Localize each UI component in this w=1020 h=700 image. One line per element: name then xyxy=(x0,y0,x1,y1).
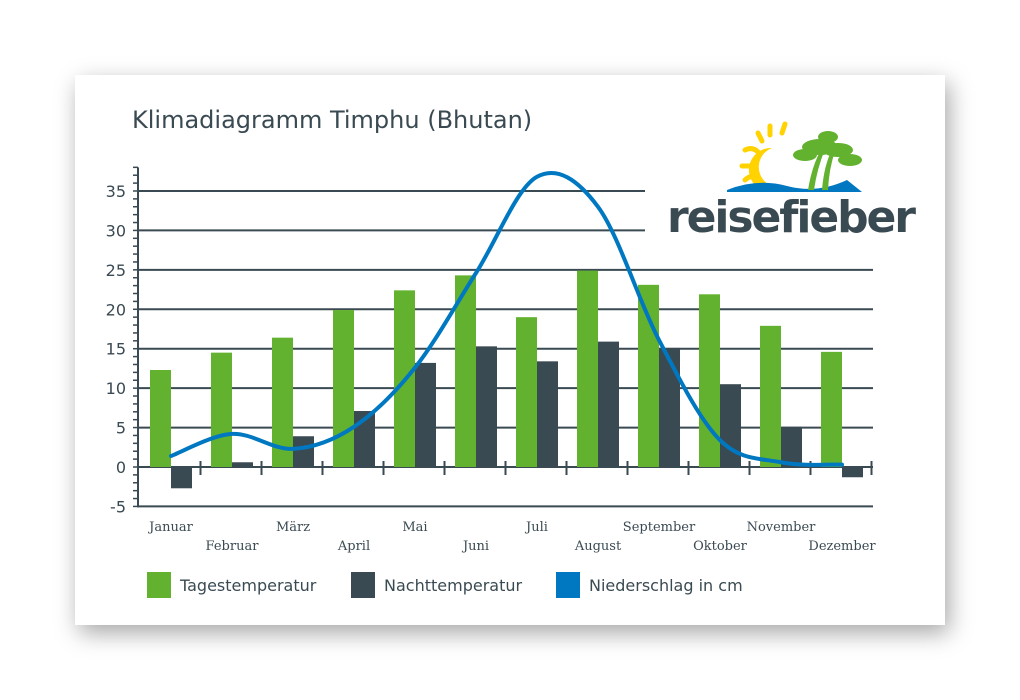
bar-tagestemperatur xyxy=(821,351,842,467)
bar-nachttemperatur xyxy=(659,347,680,467)
x-tick-label: Dezember xyxy=(808,539,876,554)
y-tick-label: 25 xyxy=(106,261,126,280)
legend-swatch xyxy=(351,572,375,598)
chart-card xyxy=(75,75,945,625)
bar-tagestemperatur xyxy=(760,325,781,467)
bar-tagestemperatur xyxy=(333,310,354,467)
y-tick-label: 20 xyxy=(106,300,126,319)
x-tick-label: Mai xyxy=(402,520,427,535)
x-tick-label: Januar xyxy=(147,520,193,535)
bar-tagestemperatur xyxy=(272,337,293,467)
x-tick-label: November xyxy=(747,520,817,535)
bar-nachttemperatur xyxy=(232,462,253,467)
legend-swatch xyxy=(556,572,580,598)
line-niederschlag xyxy=(169,171,844,467)
bar-tagestemperatur xyxy=(211,352,232,467)
bar-tagestemperatur xyxy=(638,284,659,467)
chart-title: Klimadiagramm Timphu (Bhutan) xyxy=(132,106,533,134)
x-tick-label: März xyxy=(276,520,310,535)
legend-item-tagestemperatur: Tagestemperatur xyxy=(147,572,316,598)
x-tick-label: Februar xyxy=(206,539,260,554)
legend-item-niederschlag: Niederschlag in cm xyxy=(556,572,743,598)
legend-label: Niederschlag in cm xyxy=(589,575,743,595)
bar-tagestemperatur xyxy=(577,270,598,467)
bar-nachttemperatur xyxy=(415,362,436,467)
x-tick-label: August xyxy=(574,539,622,554)
y-tick-label: 35 xyxy=(106,182,126,201)
bar-tagestemperatur xyxy=(455,275,476,467)
bar-nachttemperatur xyxy=(171,467,192,489)
legend-item-nachttemperatur: Nachttemperatur xyxy=(351,572,522,598)
y-tick-label: 5 xyxy=(116,419,126,438)
bar-nachttemperatur xyxy=(476,346,497,467)
legend-label: Nachttemperatur xyxy=(384,575,523,595)
x-tick-label: Juni xyxy=(461,539,489,554)
bar-tagestemperatur xyxy=(150,370,171,467)
bar-tagestemperatur xyxy=(516,317,537,467)
y-tick-label: 15 xyxy=(106,340,126,359)
x-tick-label: Juli xyxy=(524,520,548,535)
bar-tagestemperatur xyxy=(699,294,720,467)
legend-swatch xyxy=(147,572,171,598)
y-tick-label: 0 xyxy=(116,458,126,477)
y-tick-label: 10 xyxy=(106,379,126,398)
x-tick-label: Oktober xyxy=(693,539,748,554)
y-tick-label: -5 xyxy=(110,497,126,516)
x-tick-label: April xyxy=(337,539,370,554)
legend-label: Tagestemperatur xyxy=(180,575,317,595)
bar-nachttemperatur xyxy=(293,436,314,467)
y-tick-label: 30 xyxy=(106,221,126,240)
bar-nachttemperatur xyxy=(781,426,802,467)
bar-nachttemperatur xyxy=(598,341,619,467)
bar-nachttemperatur xyxy=(842,467,863,478)
x-tick-label: September xyxy=(623,520,696,535)
bar-nachttemperatur xyxy=(537,361,558,467)
